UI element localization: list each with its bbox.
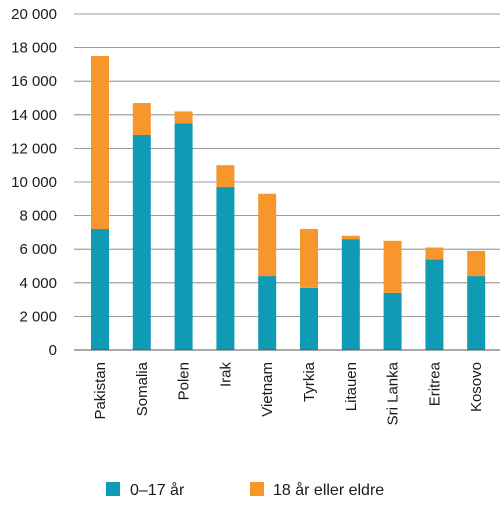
bar-sri-lanka-series-0 [383,292,402,350]
x-tick-label: Vietnam [259,362,276,417]
y-tick-label: 18 000 [11,40,57,57]
bar-polen-series-1 [174,111,193,124]
bar-vietnam-series-0 [258,276,277,350]
y-tick-label: 10 000 [11,174,57,191]
y-tick-label: 14 000 [11,107,57,124]
bar-vietnam-series-1 [258,193,277,277]
legend-label-0-17: 0–17 år [130,481,185,499]
x-tick-label: Polen [176,362,193,400]
bar-kosovo-series-0 [467,276,486,350]
x-tick-label: Tyrkia [301,361,318,402]
x-tick-label: Pakistan [92,362,109,420]
bars [91,56,486,350]
bar-somalia-series-0 [132,134,151,350]
bar-somalia-series-1 [132,103,151,135]
x-tick-label: Irak [217,362,234,388]
y-tick-label: 16 000 [11,73,57,90]
bar-kosovo-series-1 [467,250,486,277]
x-tick-label: Kosovo [468,362,485,412]
y-axis-tick-labels: 0 2 000 4 000 6 000 8 000 10 000 12 000 14 000 1… [11,6,57,359]
x-tick-label: Somalia [134,361,151,416]
y-tick-label: 6 000 [19,241,57,258]
bar-irak-series-0 [216,187,235,350]
x-tick-label: Eritrea [426,361,443,406]
x-tick-label: Sri Lanka [385,361,402,425]
y-tick-label: 0 [49,342,57,359]
bar-tyrkia-series-1 [300,229,318,288]
bar-irak-series-1 [216,165,235,188]
bar-litauen-series-1 [341,235,360,240]
legend-label-18-plus: 18 år eller eldre [273,481,384,499]
y-tick-label: 8 000 [19,208,57,225]
y-tick-label: 12 000 [11,140,57,157]
y-tick-label: 2 000 [19,308,57,325]
legend-swatch-0-17 [106,482,120,496]
bar-polen-series-0 [174,123,193,350]
y-tick-label: 4 000 [19,275,57,292]
bar-litauen-series-0 [341,239,360,350]
bar-eritrea-series-1 [425,247,444,260]
bar-tyrkia-series-0 [300,287,318,350]
legend-swatch-18-plus [250,482,264,496]
bar-sri-lanka-series-1 [383,240,402,293]
bar-pakistan-series-1 [91,56,109,230]
x-axis-tick-labels: Pakistan Somalia Polen Irak Vietnam Tyrkia Lit… [92,361,485,425]
y-tick-label: 20 000 [11,6,57,23]
bar-pakistan-series-0 [91,229,109,350]
x-tick-label: Litauen [343,362,360,411]
legend: 0–17 år 18 år eller eldre [106,481,384,499]
bar-eritrea-series-0 [425,259,444,350]
